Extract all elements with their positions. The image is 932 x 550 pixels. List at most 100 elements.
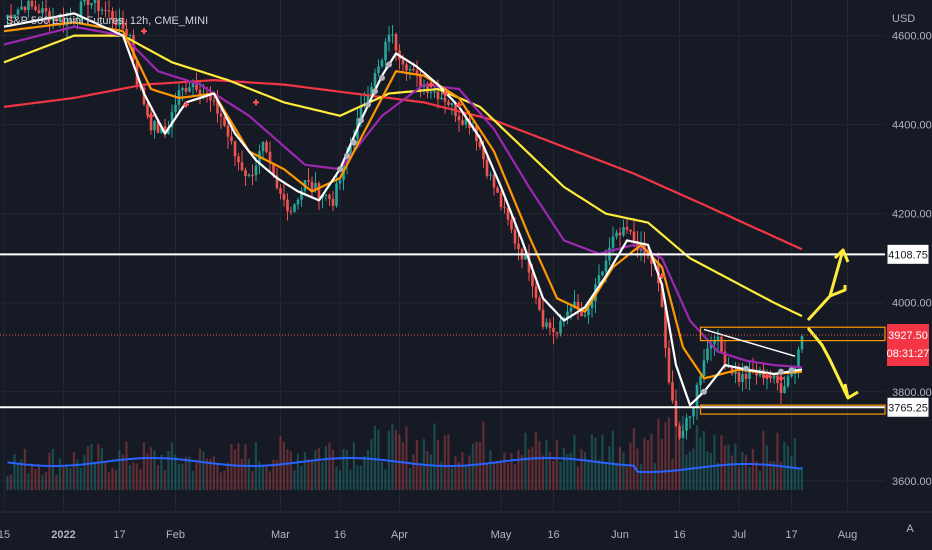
volume-bar [391,423,394,490]
volume-bar [226,462,229,490]
volume-bar [730,455,733,490]
candle-body [415,70,419,76]
candle-body [734,371,737,374]
signal-dot [351,139,357,146]
candle-body [625,227,629,230]
candle-body [590,301,594,309]
volume-bar [261,464,264,490]
volume-bar [293,470,296,490]
candle-body [405,64,408,71]
volume-bar [153,450,156,490]
volume-bar [310,461,313,490]
candle-body [237,156,240,163]
volume-bar [268,471,271,490]
volume-bar [461,452,464,490]
volume-bar [447,434,450,490]
volume-bar [664,422,667,490]
candle-body [79,1,83,18]
trendline [703,328,796,357]
volume-bar [188,456,191,490]
volume-bar [177,463,180,490]
candle-body [552,328,555,333]
volume-bar [734,443,737,490]
candle-body [111,11,114,20]
candle-body [163,126,167,134]
volume-bar [167,450,170,490]
signal-dot [358,117,364,124]
volume-bar [632,427,635,490]
volume-bar [478,441,481,490]
candle-body [517,243,520,249]
volume-bar [786,446,789,490]
volume-bar [433,423,436,490]
volume-bar [72,451,75,490]
volume-bar [303,452,306,490]
candle-body [408,68,412,71]
volume-bar [748,466,751,490]
volume-bar [251,470,254,490]
volume-bar [13,454,16,490]
volume-bar [587,459,590,490]
signal-cross [778,375,784,382]
candle-body [324,194,328,196]
candle-body [244,170,247,177]
volume-bar [275,459,278,490]
candle-body [569,307,573,312]
volume-bar [678,421,681,490]
candle-body [464,118,468,125]
volume-bar [282,441,285,490]
volume-bar [125,441,128,490]
signal-cross [428,81,434,88]
candle-body [93,0,97,3]
volume-bar [163,470,166,490]
moving-average-line [3,79,803,251]
candle-body [769,376,772,379]
candle-body [538,298,541,310]
signal-cross [148,112,154,119]
volume-bar [48,452,51,490]
volume-bar [590,434,593,490]
volume-bar [128,465,131,490]
candle-body [429,91,433,93]
volume-bar [149,447,152,490]
candle-body [90,2,93,6]
candle-body [41,8,44,14]
candle-body [212,100,216,102]
volume-bar [195,462,198,490]
volume-bar [720,435,723,490]
candle-body [503,206,506,208]
volume-bar [489,450,492,490]
volume-bar [219,472,222,490]
volume-ma-line [7,457,803,473]
candle-body [615,232,618,237]
candle-body [485,159,489,176]
candle-body [692,407,695,417]
volume-bar [751,449,754,490]
candle-body [576,301,580,310]
volume-bar [699,437,702,490]
candle-body [6,14,9,18]
candle-body [426,84,429,93]
candle-body [748,369,751,379]
candle-body [128,34,132,36]
candle-body [667,348,671,383]
candle-body [384,41,387,61]
candle-body [125,28,128,36]
volume-bar [671,458,674,490]
candle-body [545,322,548,327]
last-price-label: 3927.50 [888,330,928,342]
volume-bar [114,470,117,490]
volume-bar [345,449,348,490]
volume-bar [534,431,537,490]
volume-bar [170,442,173,490]
candle-body [83,0,86,2]
y-tick-label: 4200.00 [892,209,932,221]
auto-scale-button[interactable]: A [902,520,918,538]
volume-bar [604,463,607,490]
candle-body [580,309,583,317]
candle-body [744,374,748,379]
volume-bar [118,450,121,490]
volume-bar [779,461,782,490]
candle-body [118,18,121,26]
